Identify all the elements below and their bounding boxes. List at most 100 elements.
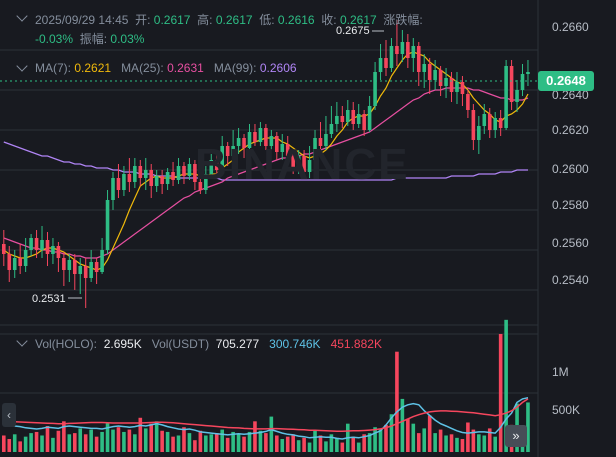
volume-bar [78, 428, 83, 452]
candle-body [345, 110, 350, 122]
ma25-value: 0.2631 [167, 61, 204, 75]
candle-body [62, 258, 66, 270]
volume-bar [335, 437, 339, 452]
volume-bar [242, 436, 246, 452]
candle-body [351, 110, 356, 124]
candle-body [373, 72, 377, 106]
volume-bar [62, 421, 66, 452]
volume-bar [122, 431, 126, 452]
volume-bar [105, 422, 110, 452]
low-value: 0.2616 [277, 13, 315, 27]
candle-body [378, 58, 383, 72]
candle-body [182, 166, 186, 176]
volume-bar [340, 442, 345, 452]
open-label: 开: [135, 13, 151, 27]
volume-bar [198, 430, 203, 452]
candle-body [269, 136, 274, 146]
ma25-label: MA(25): [121, 61, 164, 75]
volume-bar [231, 431, 235, 452]
candle-body [427, 64, 432, 80]
candle-body [220, 146, 224, 170]
price-tick: 0.2580 [552, 198, 589, 212]
volume-bar [373, 427, 377, 452]
candle-body [526, 72, 530, 74]
candle-body [143, 170, 148, 178]
volume-bar [455, 437, 459, 452]
volume-bar [51, 437, 55, 452]
volume-bar [264, 433, 268, 452]
volume-bar [449, 434, 454, 452]
candle-body [12, 258, 17, 270]
candle-body [504, 66, 508, 128]
candle-body [296, 156, 301, 168]
amplitude-label: 振幅: [79, 32, 108, 46]
volume-bar [367, 433, 372, 452]
volume-bar [378, 429, 383, 452]
ma99-line [3, 141, 528, 181]
volume-bar [225, 437, 230, 452]
volume-bar [18, 441, 22, 452]
candle-body [433, 70, 437, 80]
volume-bar [477, 434, 481, 452]
volume-bar [356, 442, 361, 452]
volume-bar [296, 440, 301, 452]
scroll-left-button[interactable]: ‹ [2, 403, 16, 427]
ma7-label: MA(7): [35, 61, 71, 75]
candle-body [477, 126, 481, 140]
volume-bar [280, 439, 285, 452]
candle-body [280, 144, 285, 152]
candle-body [384, 58, 388, 68]
volume-bar [460, 439, 465, 452]
volume-bar [324, 441, 328, 452]
volume-bar [45, 426, 50, 452]
vol-ma1-value: 300.746K [269, 337, 321, 351]
volume-bar [182, 427, 186, 452]
candle-body [515, 90, 519, 102]
candle-body [29, 238, 33, 250]
candle-body [165, 172, 170, 184]
volume-bar [138, 417, 143, 452]
volume-bar [247, 431, 252, 452]
volume-bar [154, 421, 159, 452]
volume-bar [127, 429, 132, 452]
candle-body [138, 166, 143, 178]
volume-bar [466, 422, 470, 452]
volume-bar [40, 435, 44, 452]
scroll-to-latest-button[interactable]: » [505, 425, 527, 447]
volume-bar [72, 433, 77, 452]
volume-bar [395, 351, 399, 452]
candle-body [23, 250, 28, 266]
candle-body [89, 262, 93, 278]
candle-body [395, 46, 399, 54]
candle-body [18, 258, 22, 266]
candle-body [40, 240, 44, 250]
volume-bar [313, 430, 317, 452]
volume-bar [29, 433, 33, 452]
brand-watermark: BINANCE [195, 140, 410, 189]
price-tick: 0.2540 [552, 273, 589, 287]
candle-body [275, 136, 279, 152]
candle-body [56, 246, 61, 258]
candle-body [422, 64, 427, 72]
candle-body [520, 74, 525, 90]
candle-body [127, 174, 132, 182]
close-value: 0.2617 [339, 13, 377, 27]
candle-body [133, 166, 137, 182]
volume-bar [444, 435, 448, 452]
volume-bar [171, 436, 175, 452]
volume-bar [275, 435, 279, 452]
high-price-marker: 0.2675 [336, 25, 370, 37]
candle-body [209, 160, 214, 174]
candle-body [438, 70, 443, 86]
volume-bar [209, 434, 214, 452]
candle-body [242, 138, 246, 148]
candle-body [411, 46, 416, 58]
volume-bar [83, 434, 88, 452]
vol-usdt-label: Vol(USDT) [151, 337, 210, 351]
candle-body [176, 166, 181, 180]
candle-body [291, 156, 295, 168]
candle-body [116, 178, 121, 190]
price-tick: 0.2620 [552, 123, 589, 137]
volume-bar [204, 435, 208, 452]
